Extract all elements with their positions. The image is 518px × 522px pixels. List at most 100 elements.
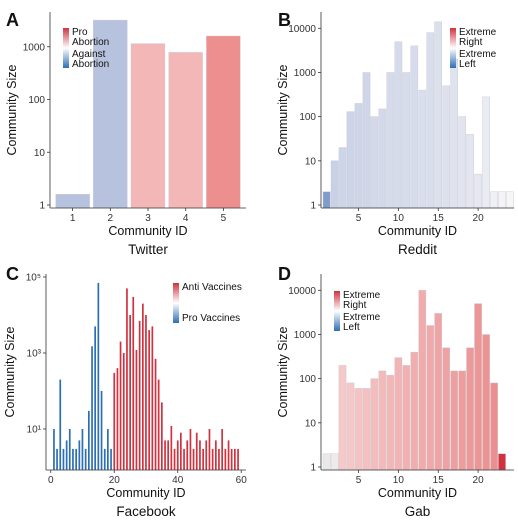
- bar: [394, 41, 403, 209]
- bar: [145, 315, 147, 470]
- bar: [322, 191, 331, 209]
- bar: [94, 326, 96, 470]
- bar: [237, 448, 239, 470]
- y-tick-label: 10⁵: [26, 273, 41, 284]
- bar: [164, 440, 166, 470]
- bar: [346, 111, 355, 209]
- panel-label: C: [6, 264, 19, 284]
- bar: [91, 346, 93, 470]
- legend-label-line: Right: [343, 300, 367, 311]
- bar: [176, 440, 179, 470]
- x-tick-label: 5: [356, 475, 362, 486]
- bar: [218, 448, 220, 470]
- panel-d: D 1 10 100 1000 10000 5 10 15 20 Community ID Commu…: [276, 264, 514, 519]
- legend-label-line: Anti Vaccines: [182, 282, 242, 293]
- bar: [378, 108, 387, 209]
- bar: [234, 448, 236, 470]
- y-axis-title: Community Size: [5, 64, 19, 155]
- legend-bottom-label: Extreme Left: [459, 49, 497, 70]
- y-tick-label: 1: [310, 201, 316, 212]
- x-tick-label: 20: [473, 475, 485, 486]
- bar: [482, 334, 490, 471]
- bar: [157, 379, 160, 470]
- bar: [211, 448, 214, 470]
- legend-label-line: Left: [343, 322, 360, 333]
- bar: [386, 72, 395, 209]
- bar: [410, 45, 419, 209]
- bar: [354, 388, 363, 471]
- bars: [53, 282, 239, 470]
- panel-subtitle: Reddit: [398, 242, 437, 257]
- legend-label-line: Abortion: [72, 37, 109, 48]
- bar: [132, 296, 135, 470]
- bar: [122, 353, 125, 470]
- x-tick-label: 20: [109, 475, 121, 486]
- bar: [68, 429, 71, 470]
- bar: [434, 21, 443, 209]
- bar: [56, 448, 58, 470]
- bar: [474, 303, 482, 471]
- bar: [93, 19, 128, 209]
- legend-top-label: Extreme Right: [343, 290, 381, 311]
- bar: [354, 103, 363, 209]
- bar: [434, 313, 443, 471]
- bar: [84, 448, 87, 470]
- legend-label-line: Right: [459, 37, 483, 48]
- x-tick-label: 5: [356, 213, 362, 224]
- bar: [189, 429, 192, 470]
- bar: [116, 368, 119, 470]
- bar: [221, 429, 223, 470]
- bar: [195, 432, 198, 470]
- bar: [506, 191, 514, 209]
- bar: [168, 52, 203, 209]
- bar: [322, 453, 331, 471]
- panel-c: C 10¹ 10³ 10⁵ 0 20 40 60 Community ID Community S…: [3, 264, 247, 519]
- bar: [370, 378, 379, 471]
- x-axis-title: Community ID: [378, 224, 457, 238]
- x-tick-label: 60: [236, 475, 248, 486]
- legend-label-line: Extreme: [343, 312, 381, 323]
- legend-label-line: Abortion: [72, 59, 109, 70]
- bar: [490, 191, 498, 209]
- bar: [180, 432, 182, 470]
- bar: [135, 350, 138, 470]
- bar: [410, 351, 419, 471]
- legend-bottom-label: Against Abortion: [72, 49, 109, 70]
- x-tick-label: 15: [433, 475, 445, 486]
- bar: [330, 453, 339, 471]
- y-tick-label: 1000: [23, 42, 46, 53]
- bar: [55, 193, 90, 209]
- bar: [78, 440, 81, 470]
- x-tick-label: 20: [473, 213, 485, 224]
- y-tick-label: 1: [310, 463, 316, 474]
- panel-subtitle: Facebook: [116, 504, 176, 519]
- bar: [426, 325, 435, 471]
- y-axis-title: Community Size: [3, 326, 17, 417]
- y-tick-label: 10¹: [27, 425, 42, 436]
- y-tick-label: 10: [34, 148, 46, 159]
- x-tick-label: 5: [221, 213, 227, 224]
- panel-label: A: [6, 10, 19, 30]
- y-axis-title: Community Size: [276, 64, 290, 155]
- x-tick-label: 4: [183, 213, 189, 224]
- bar: [62, 448, 65, 470]
- bar: [418, 89, 427, 209]
- bar: [183, 448, 185, 470]
- bar: [442, 85, 451, 209]
- y-tick-label: 10: [305, 418, 317, 429]
- bar: [192, 448, 195, 470]
- x-tick-label: 10: [393, 213, 405, 224]
- bar: [119, 341, 122, 470]
- x-tick-label: 10: [393, 475, 405, 486]
- legend-label-line: Extreme: [459, 49, 497, 60]
- bar: [103, 448, 106, 470]
- bar: [362, 72, 371, 209]
- x-tick-label: 3: [145, 213, 151, 224]
- bar: [88, 410, 90, 470]
- bar: [206, 35, 241, 209]
- bar: [110, 448, 112, 470]
- panel-label: D: [278, 264, 291, 284]
- legend-label-line: Against: [72, 49, 106, 60]
